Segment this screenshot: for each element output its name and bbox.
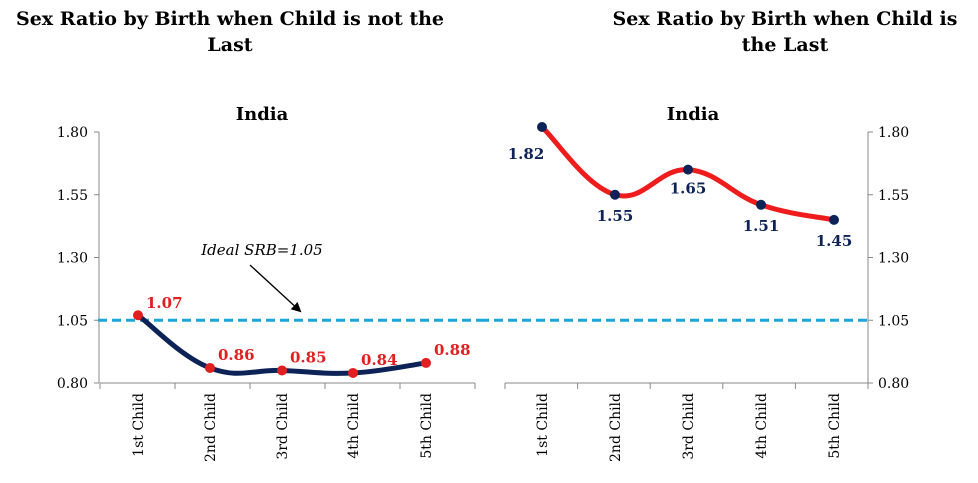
x-tick-label: 1st Child bbox=[535, 393, 551, 457]
y-tick-label: 1.30 bbox=[878, 251, 909, 267]
data-point bbox=[133, 310, 143, 321]
data-label: 1.55 bbox=[597, 207, 634, 225]
x-tick-label: 5th Child bbox=[827, 393, 843, 459]
data-point bbox=[756, 199, 766, 210]
y-tick-label: 1.80 bbox=[57, 125, 88, 141]
y-tick-label: 0.80 bbox=[57, 376, 88, 392]
x-tick-label: 2nd Child bbox=[608, 393, 624, 462]
data-label: 1.65 bbox=[670, 180, 707, 198]
data-point bbox=[348, 367, 358, 378]
chart-subtitle-india: India bbox=[236, 104, 289, 125]
data-label: 1.82 bbox=[508, 145, 545, 163]
data-point bbox=[683, 164, 693, 175]
y-tick-label: 1.05 bbox=[878, 313, 909, 329]
data-point bbox=[537, 121, 547, 132]
x-tick-label: 1st Child bbox=[131, 393, 147, 457]
y-tick-label: 1.80 bbox=[878, 125, 909, 141]
x-tick-label: 3rd Child bbox=[681, 393, 697, 460]
data-point bbox=[421, 357, 431, 368]
left-chart-title: Sex Ratio by Birth when Child is not the… bbox=[15, 8, 445, 56]
y-tick-label: 1.55 bbox=[878, 188, 909, 204]
data-point bbox=[829, 214, 839, 225]
data-point bbox=[610, 189, 620, 200]
y-tick-label: 1.30 bbox=[57, 251, 88, 267]
y-tick-label: 1.05 bbox=[57, 313, 88, 329]
data-label: 0.84 bbox=[361, 351, 398, 369]
data-label: 0.86 bbox=[218, 346, 255, 364]
data-point bbox=[205, 362, 215, 373]
x-tick-label: 3rd Child bbox=[275, 393, 291, 460]
right-chart-title: Sex Ratio by Birth when Child is the Las… bbox=[612, 8, 958, 56]
x-tick-label: 5th Child bbox=[419, 393, 435, 459]
ideal-srb-annotation: Ideal SRB=1.05 bbox=[200, 241, 322, 259]
y-tick-label: 0.80 bbox=[878, 376, 909, 392]
data-label: 1.07 bbox=[146, 294, 183, 312]
data-label: 0.85 bbox=[290, 348, 327, 366]
x-tick-label: 4th Child bbox=[754, 393, 770, 459]
chart-subtitle-india: India bbox=[667, 104, 720, 125]
x-tick-label: 4th Child bbox=[346, 393, 362, 459]
data-point bbox=[277, 365, 287, 376]
y-tick-label: 1.55 bbox=[57, 188, 88, 204]
x-tick-label: 2nd Child bbox=[203, 393, 219, 462]
data-label: 1.51 bbox=[743, 217, 780, 235]
data-label: 1.45 bbox=[816, 232, 853, 250]
annotation-arrow bbox=[249, 264, 302, 313]
data-label: 0.88 bbox=[434, 341, 471, 359]
